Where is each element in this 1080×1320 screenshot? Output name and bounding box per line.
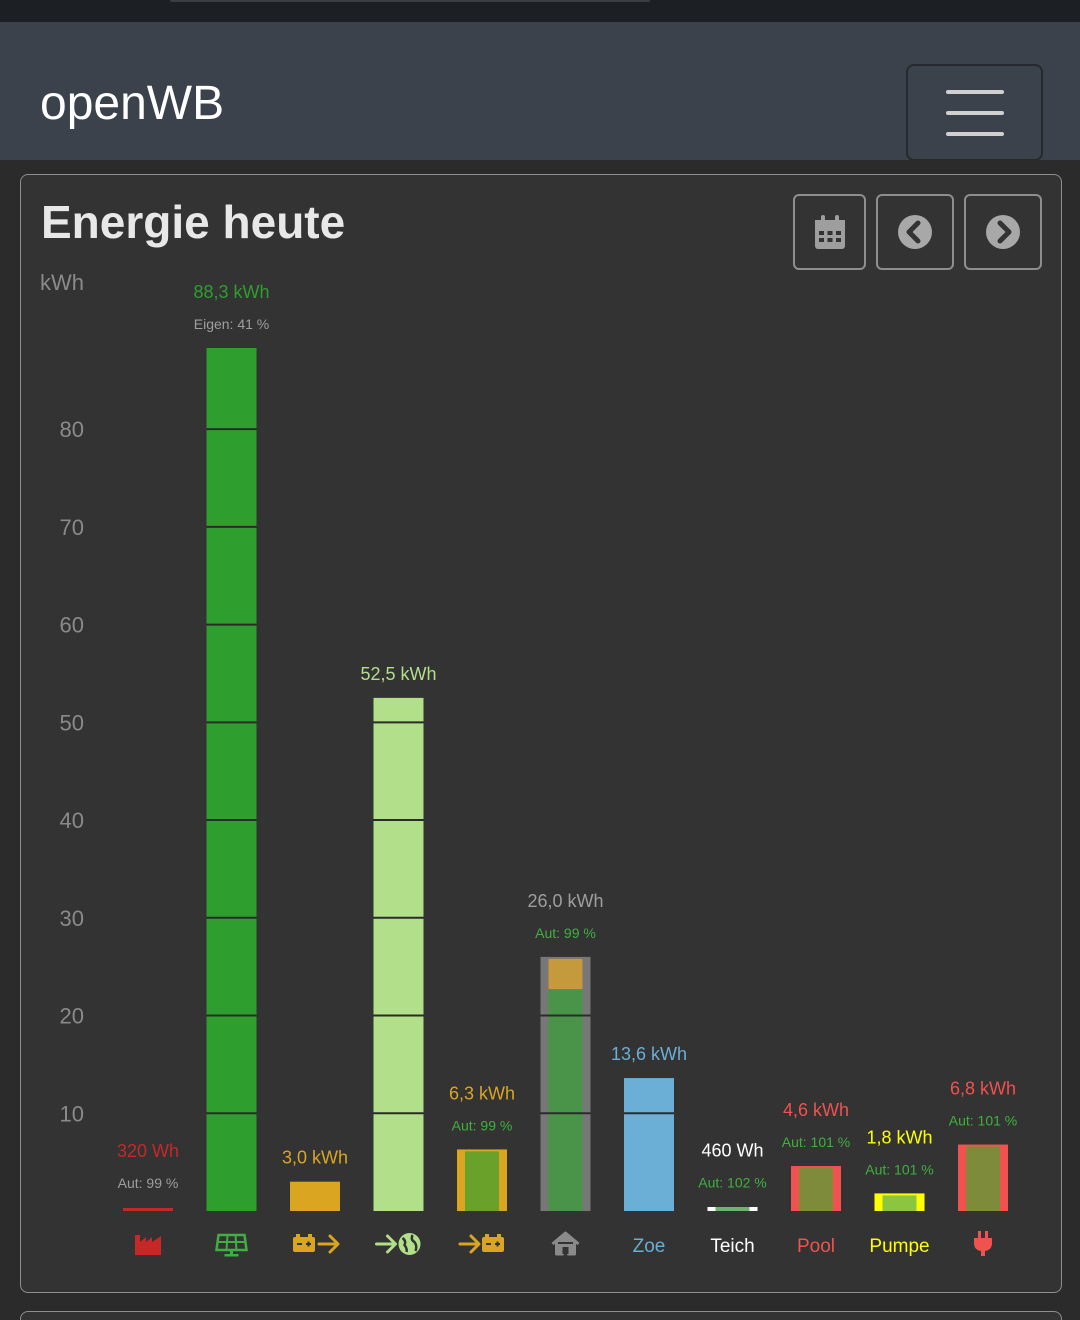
navbar: openWB [0, 22, 1080, 161]
status-bar-pill [170, 0, 650, 2]
card-title: Energie heute [41, 196, 346, 248]
energy-today-card [20, 174, 1062, 1293]
hamburger-menu-icon [946, 90, 1004, 94]
hamburger-menu-icon [946, 111, 1004, 115]
navbar-toggle-button[interactable] [906, 64, 1043, 161]
next-day-button[interactable] [964, 194, 1042, 270]
calendar-icon [814, 215, 845, 249]
brand-logo[interactable]: openWB [40, 77, 225, 130]
previous-day-button[interactable] [876, 194, 954, 270]
next-card [20, 1311, 1062, 1320]
device-status-bar [0, 0, 1080, 22]
chevron-left-circle-icon [898, 215, 932, 249]
chevron-right-circle-icon [986, 215, 1020, 249]
date-picker-button[interactable] [793, 194, 866, 270]
hamburger-menu-icon [946, 132, 1004, 136]
